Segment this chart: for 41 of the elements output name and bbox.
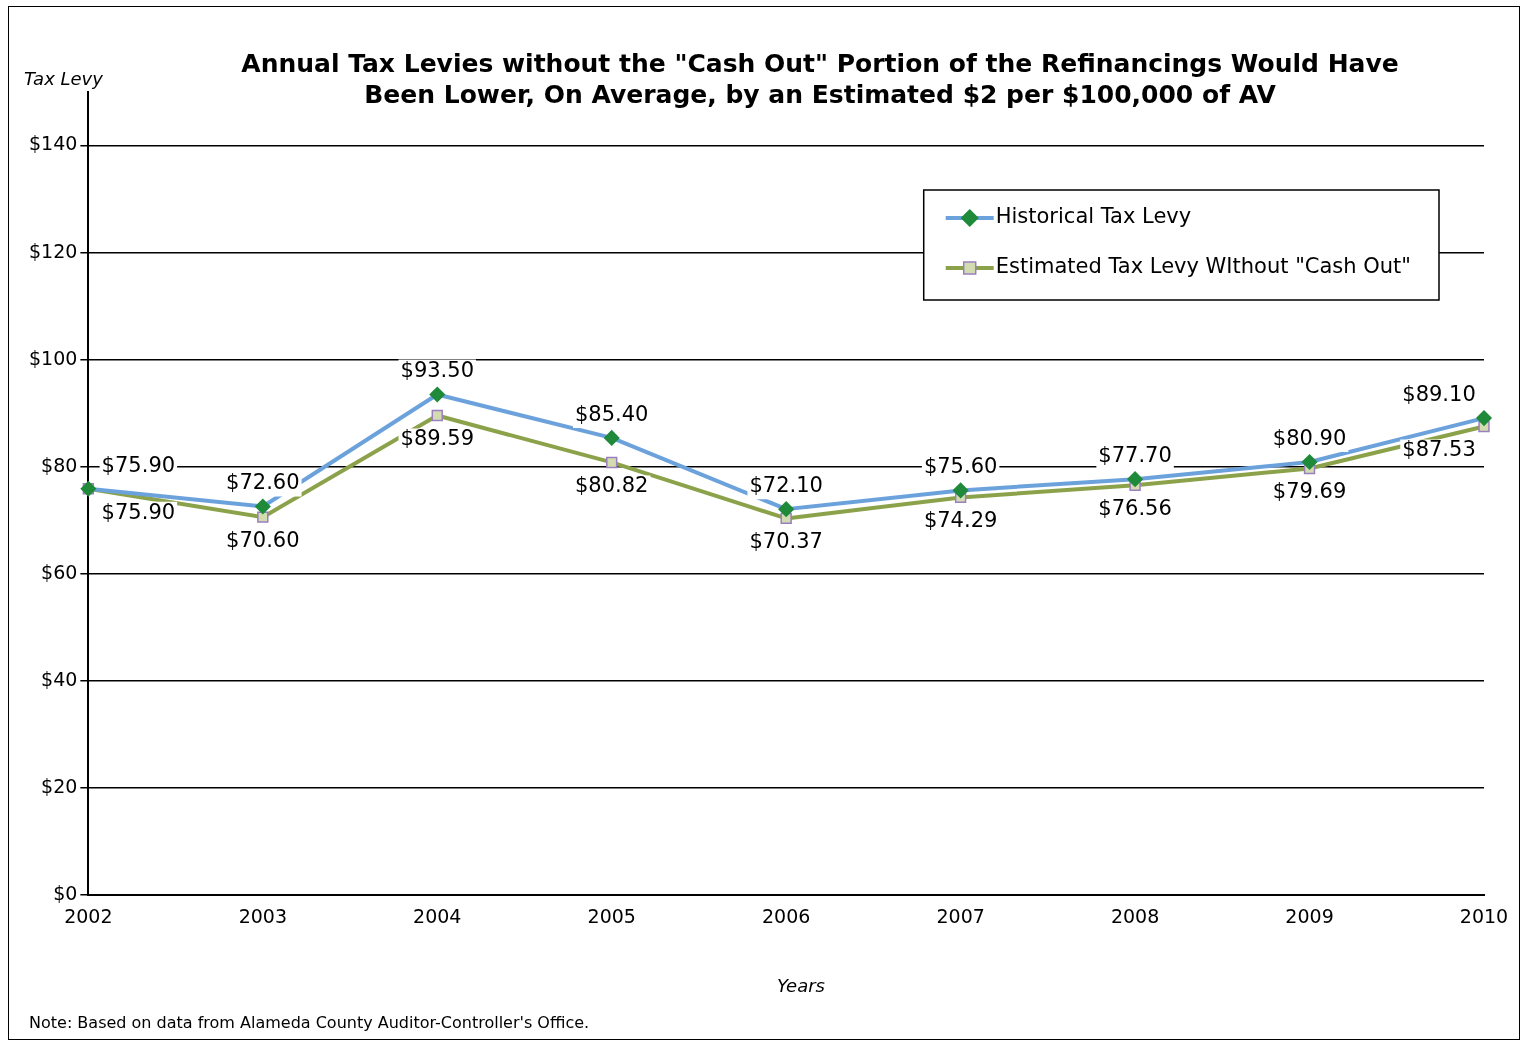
legend-label: Historical Tax Levy [995, 204, 1192, 229]
data-label: $89.59 [400, 426, 475, 451]
data-label: $76.56 [1098, 496, 1172, 521]
x-tick-label: 2010 [1459, 904, 1509, 927]
y-tick-label: $80 [41, 453, 78, 476]
x-tick-label: 2008 [1110, 904, 1160, 927]
data-label: $75.60 [923, 454, 998, 479]
x-tick-label: 2006 [762, 904, 811, 927]
x-tick-label: 2003 [238, 904, 287, 927]
legend-label: Estimated Tax Levy WIthout "Cash Out" [995, 254, 1412, 279]
y-tick-label: $140 [28, 132, 78, 155]
x-tick-label: 2007 [936, 904, 985, 927]
y-tick-label: $120 [28, 239, 78, 262]
data-label: $75.90 [101, 452, 176, 477]
data-label: $80.82 [574, 473, 649, 498]
data-label: $75.90 [101, 499, 176, 524]
y-axis-title: Tax Levy [24, 68, 103, 89]
data-label: $72.10 [749, 473, 823, 498]
y-tick-label: $40 [41, 667, 78, 690]
data-label: $70.60 [226, 528, 300, 553]
x-tick-label: 2004 [413, 904, 462, 927]
x-tick-label: 2002 [64, 904, 113, 927]
data-label: $85.40 [574, 401, 649, 426]
y-tick-label: $60 [41, 560, 78, 583]
data-label: $79.69 [1272, 479, 1347, 504]
data-label: $93.50 [400, 358, 475, 383]
data-label: $89.10 [1402, 382, 1476, 407]
data-label: $74.29 [923, 508, 998, 533]
x-tick-label: 2005 [587, 904, 636, 927]
data-label: $77.70 [1098, 443, 1172, 468]
text: Note: Based on data from Alameda County Auditor-Controller's Office. [29, 1013, 590, 1032]
data-label: $87.53 [1402, 437, 1476, 462]
data-label: $70.37 [749, 529, 823, 554]
data-label: $80.90 [1272, 425, 1347, 450]
data-label: $72.60 [226, 470, 300, 495]
x-tick-label: 2009 [1285, 904, 1334, 927]
y-tick-label: $20 [41, 775, 78, 798]
x-axis-title: Years [776, 975, 826, 996]
y-tick-label: $100 [28, 346, 78, 369]
chart-title: Annual Tax Levies without the "Cash Out" Portion of the Refinancings Would Have Been Lower, On Average, by an Estimated $2 per $100,000 of AV [240, 48, 1400, 110]
y-tick-label: $0 [53, 882, 78, 905]
